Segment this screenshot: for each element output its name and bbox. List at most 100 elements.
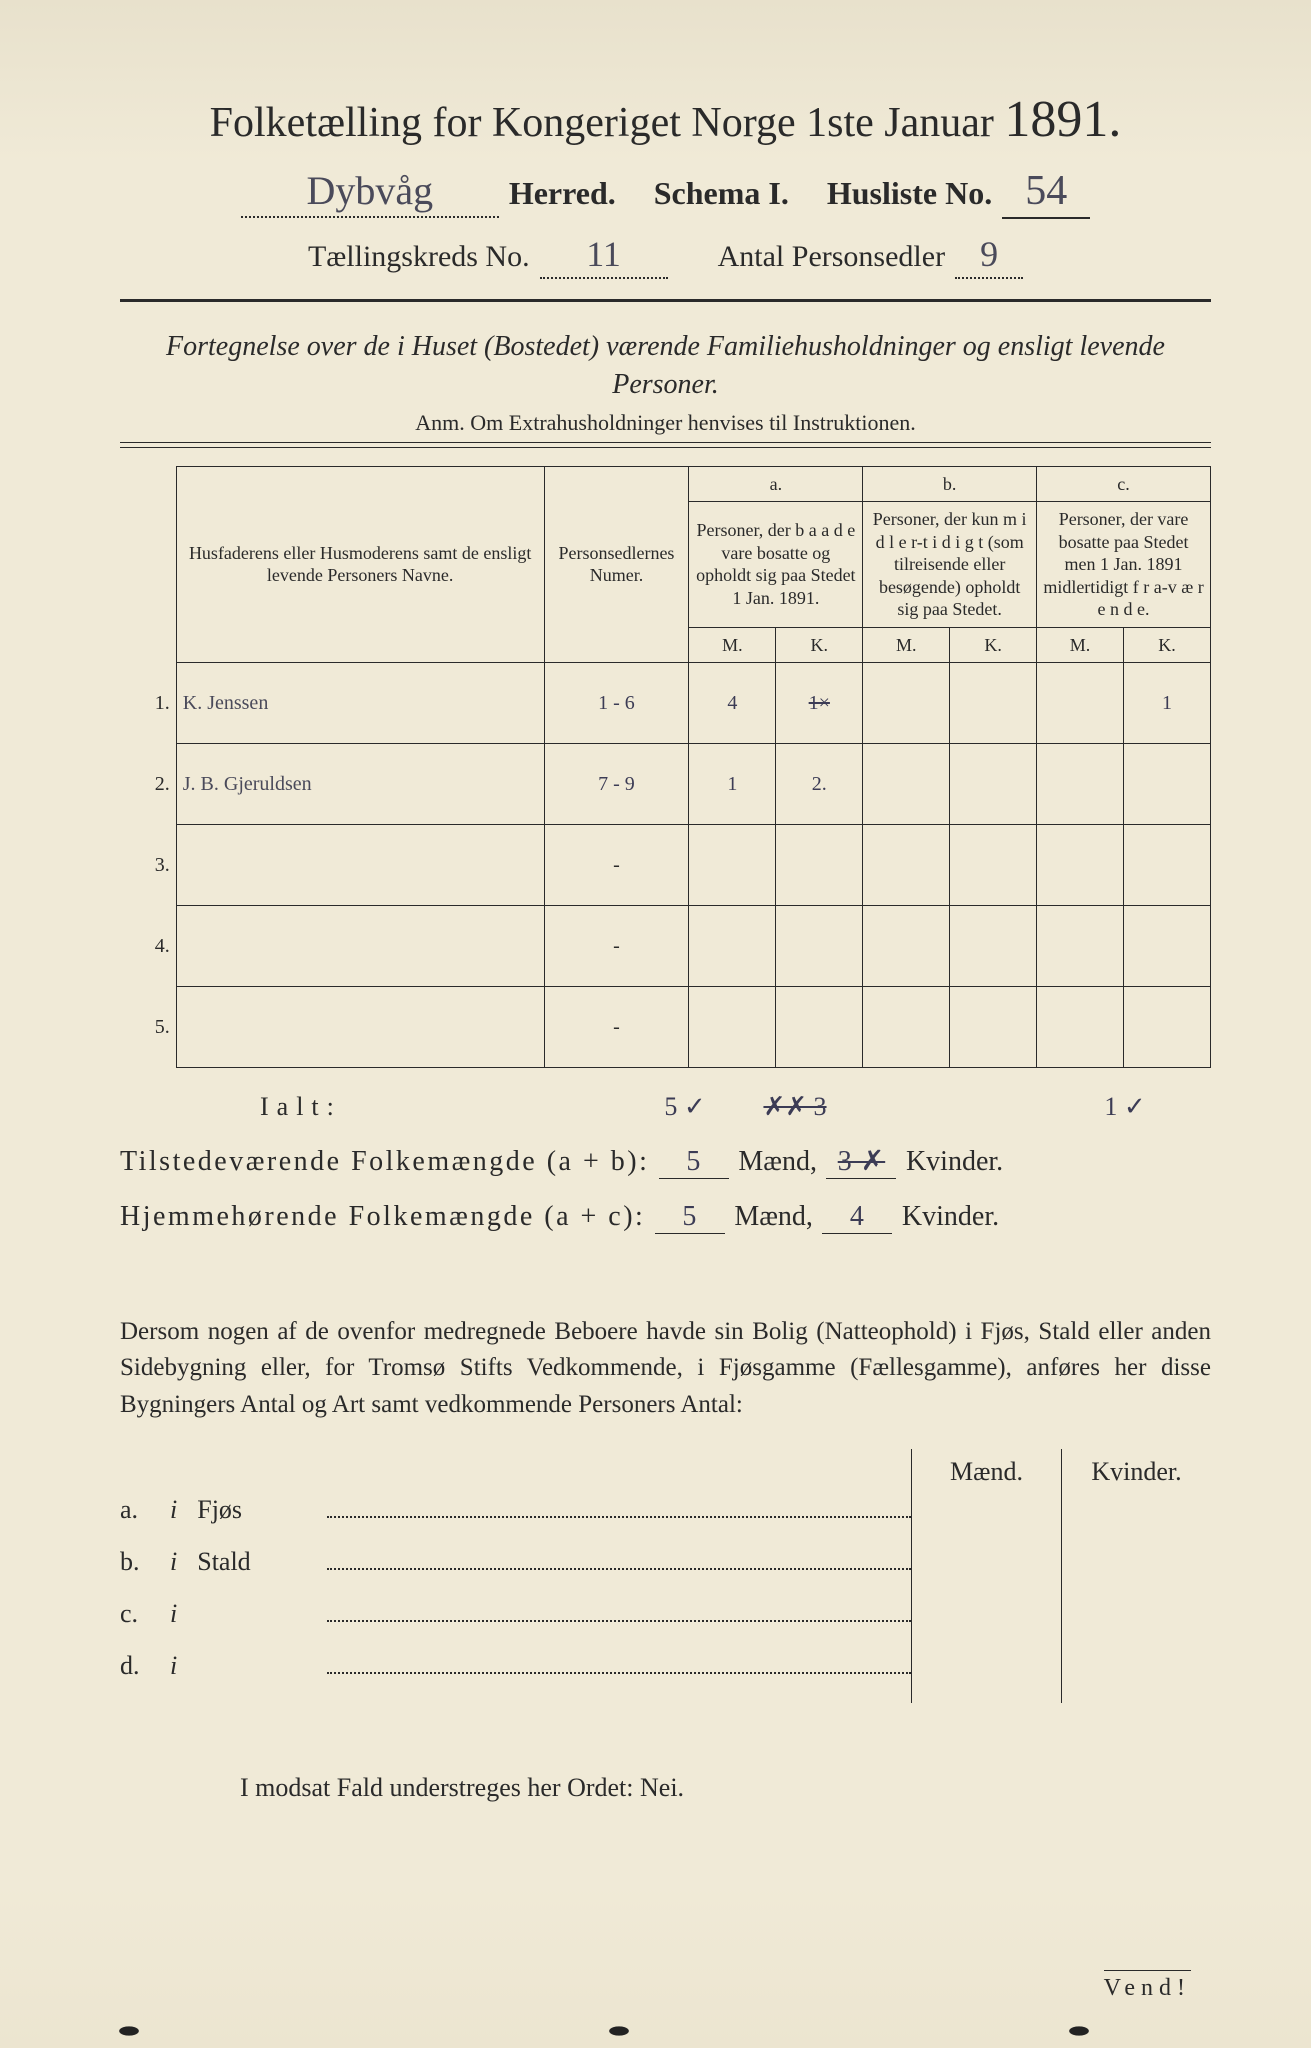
abcd-idx: d. — [120, 1651, 150, 1681]
abcd-row: d. i — [120, 1651, 911, 1703]
row-index: 1. — [120, 663, 176, 744]
row-bM — [863, 987, 950, 1068]
abcd-i: i — [170, 1651, 177, 1681]
hjemme-label: Hjemmehørende Folkemængde (a + c): — [120, 1201, 645, 1232]
abcd-lbl: Fjøs — [197, 1495, 307, 1525]
row-nums: - — [544, 987, 689, 1068]
row-bK — [950, 663, 1037, 744]
hjemme-maend: 5 — [655, 1201, 725, 1234]
row-name — [176, 825, 544, 906]
col-a-text: Personer, der b a a d e vare bosatte og … — [689, 502, 863, 628]
herred-name-handwritten: Dybvåg — [241, 167, 499, 218]
paper-tear-icon — [1060, 2022, 1098, 2040]
census-form-page: Folketælling for Kongeriget Norge 1ste J… — [0, 0, 1311, 2048]
census-table: Husfaderens eller Husmoderens samt de en… — [120, 466, 1211, 1069]
table-row: 4. - — [120, 906, 1211, 987]
dots-line — [327, 1672, 911, 1674]
anm-note: Anm. Om Extrahusholdninger henvises til … — [120, 410, 1211, 436]
table-row: 1. K. Jenssen 1 - 6 4 1× 1 — [120, 663, 1211, 744]
dots-line — [327, 1568, 911, 1570]
row-aM: 1 — [689, 744, 776, 825]
row-aM — [689, 987, 776, 1068]
abcd-row: b. i Stald — [120, 1547, 911, 1599]
row-name — [176, 906, 544, 987]
modsat-line: I modsat Fald understreges her Ordet: Ne… — [120, 1773, 1211, 1803]
col-a-M: M. — [689, 627, 776, 663]
row-name: K. Jenssen — [176, 663, 544, 744]
hjemme-line: Hjemmehørende Folkemængde (a + c): 5 Mæn… — [120, 1201, 1211, 1234]
census-table-body: 1. K. Jenssen 1 - 6 4 1× 1 2. J. B. Gjer… — [120, 663, 1211, 1068]
schema-label: Schema I. — [654, 175, 789, 212]
ialt-label: Ialt: — [120, 1092, 520, 1122]
abcd-grid: Mænd. Kvinder. a. i Fjøs b. i Stald c. i — [120, 1449, 1211, 1703]
col-b-M: M. — [863, 627, 950, 663]
col-names-head: Husfaderens eller Husmoderens samt de en… — [176, 466, 544, 663]
kvinder-label: Kvinder. — [906, 1146, 1003, 1177]
row-aM — [689, 906, 776, 987]
row-aM — [689, 825, 776, 906]
ialt-aM: 5 ✓ — [630, 1092, 740, 1122]
paper-tear-icon — [110, 2022, 148, 2040]
col-a-label: a. — [689, 466, 863, 502]
title-text: Folketælling for Kongeriget Norge 1ste J… — [210, 100, 994, 146]
row-cM — [1037, 663, 1124, 744]
col-b-text: Personer, der kun m i d l e r-t i d i g … — [863, 502, 1037, 628]
row-index: 5. — [120, 987, 176, 1068]
rule-1 — [120, 299, 1211, 302]
col-personsedler-head: Personsedlernes Numer. — [544, 466, 689, 663]
row-index: 4. — [120, 906, 176, 987]
row-nums: - — [544, 906, 689, 987]
col-c-M: M. — [1037, 627, 1124, 663]
tilstede-kvinder: 3 ✗ — [826, 1144, 896, 1179]
tilstede-maend: 5 — [659, 1146, 729, 1179]
husliste-label: Husliste No. — [827, 175, 992, 212]
row-aM: 4 — [689, 663, 776, 744]
rule-double — [120, 442, 1211, 448]
abcd-lbl: Stald — [197, 1547, 307, 1577]
col-b-label: b. — [863, 466, 1037, 502]
row-cK — [1124, 744, 1211, 825]
row-name — [176, 987, 544, 1068]
row-bM — [863, 825, 950, 906]
abcd-i: i — [170, 1599, 177, 1629]
kvinder-label-2: Kvinder. — [902, 1201, 999, 1232]
row-aK — [776, 906, 863, 987]
ialt-row: Ialt: 5 ✓ ✗✗ 3 1 ✓ — [120, 1092, 1211, 1122]
instructions-paragraph: Dersom nogen af de ovenfor medregnede Be… — [120, 1314, 1211, 1423]
herred-line: Dybvåg Herred. Schema I. Husliste No. 54 — [120, 167, 1211, 219]
row-cK — [1124, 906, 1211, 987]
ialt-aK: ✗✗ 3 — [740, 1092, 850, 1122]
abcd-maend-col — [911, 1495, 1061, 1703]
husliste-number: 54 — [1002, 167, 1090, 219]
abcd-row: c. i — [120, 1599, 911, 1651]
row-bM — [863, 744, 950, 825]
row-cM — [1037, 987, 1124, 1068]
ialt-cK: 1 ✓ — [1070, 1092, 1180, 1122]
col-a-K: K. — [776, 627, 863, 663]
row-name: J. B. Gjeruldsen — [176, 744, 544, 825]
col-c-K: K. — [1124, 627, 1211, 663]
row-bK — [950, 906, 1037, 987]
row-nums: 7 - 9 — [544, 744, 689, 825]
col-b-K: K. — [950, 627, 1037, 663]
row-bM — [863, 663, 950, 744]
row-cM — [1037, 906, 1124, 987]
row-aK: 2. — [776, 744, 863, 825]
vend-label: Vend! — [1104, 1970, 1191, 2002]
fortegnelse-subtitle: Fortegnelse over de i Huset (Bostedet) v… — [160, 328, 1171, 404]
row-cK — [1124, 825, 1211, 906]
antal-number: 9 — [955, 233, 1023, 279]
abcd-i: i — [170, 1547, 177, 1577]
tilstede-label: Tilstedeværende Folkemængde (a + b): — [120, 1146, 649, 1177]
col-c-text: Personer, der vare bosatte paa Stedet me… — [1037, 502, 1211, 628]
row-nums: 1 - 6 — [544, 663, 689, 744]
table-row: 5. - — [120, 987, 1211, 1068]
row-bK — [950, 987, 1037, 1068]
hjemme-kvinder: 4 — [822, 1201, 892, 1234]
row-bK — [950, 825, 1037, 906]
row-bK — [950, 744, 1037, 825]
abcd-row: a. i Fjøs — [120, 1495, 911, 1547]
title-line: Folketælling for Kongeriget Norge 1ste J… — [120, 90, 1211, 149]
antal-label: Antal Personsedler — [718, 240, 945, 274]
row-index: 2. — [120, 744, 176, 825]
